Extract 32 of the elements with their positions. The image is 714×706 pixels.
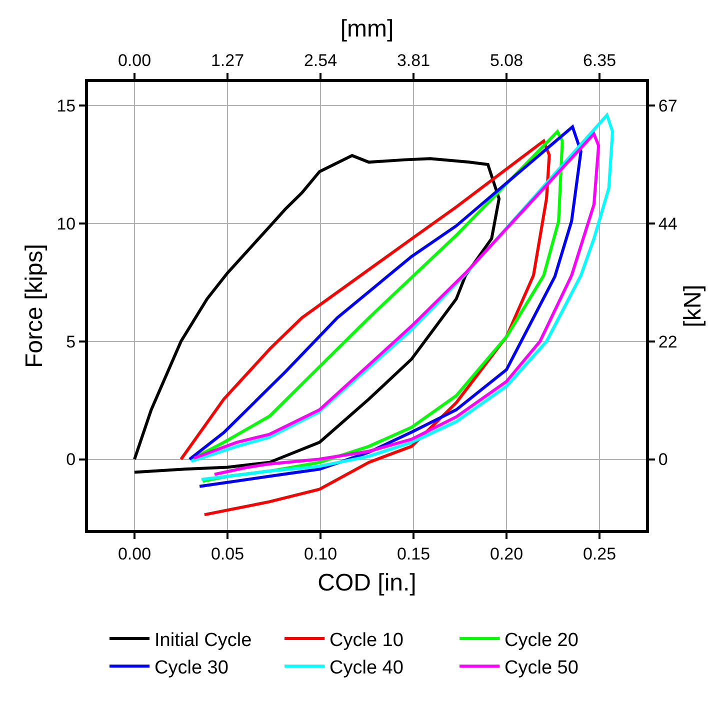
x2-tick-label: 2.54 [304, 51, 338, 70]
y-tick-label: 5 [66, 332, 76, 352]
x2-tick-label: 1.27 [210, 51, 244, 70]
x-tick-label: 0.20 [490, 544, 524, 564]
x-tick-label: 0.10 [304, 544, 338, 564]
y2-tick-label: 67 [658, 96, 678, 116]
x-tick-label: 0.05 [210, 544, 244, 564]
x2-tick-label: 6.35 [582, 51, 616, 70]
x-axis-title: COD [in.] [318, 570, 416, 597]
y-tick-label: 10 [56, 214, 76, 234]
x2-tick-label: 5.08 [490, 51, 524, 70]
y-tick-label: 0 [66, 450, 76, 470]
legend-label: Cycle 40 [330, 658, 404, 679]
legend-label: Cycle 50 [504, 658, 578, 679]
legend-label: Initial Cycle [154, 630, 252, 651]
x2-tick-label: 3.81 [396, 51, 430, 70]
y2-tick-label: 0 [658, 450, 668, 470]
legend-label: Cycle 30 [154, 658, 228, 679]
y-axis-title: Force [kips] [20, 244, 48, 368]
x2-axis-title: [mm] [340, 15, 394, 42]
legend-label: Cycle 10 [330, 630, 404, 651]
line-series [180, 139, 551, 516]
x2-tick-label: 0.00 [118, 51, 152, 70]
y2-tick-label: 44 [658, 214, 678, 234]
x-tick-label: 0.00 [118, 544, 152, 564]
x-tick-label: 0.15 [396, 544, 430, 564]
y2-tick-label: 22 [658, 332, 678, 352]
line-series [133, 154, 501, 474]
y2-axis-title: [kN] [680, 284, 707, 328]
x-tick-label: 0.25 [582, 544, 616, 564]
y-tick-label: 15 [56, 96, 76, 116]
legend-label: Cycle 20 [504, 630, 578, 651]
